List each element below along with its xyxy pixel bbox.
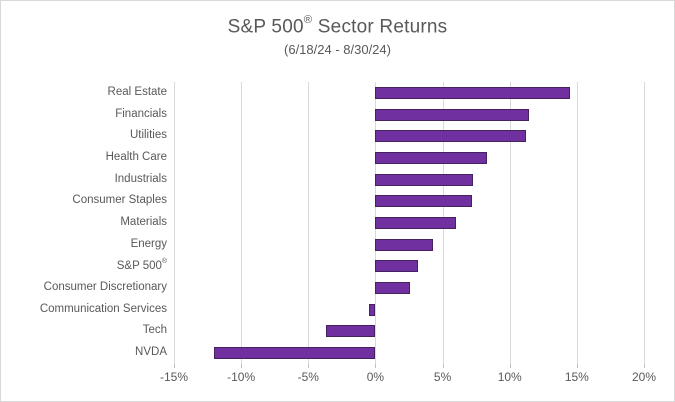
gridline <box>644 82 645 364</box>
x-tick-label: 15% <box>564 370 589 384</box>
gridline <box>509 82 511 364</box>
category-label: Financials <box>115 107 167 120</box>
axis-tick <box>644 364 645 368</box>
category-label: Industrials <box>114 172 167 185</box>
axis-tick <box>241 364 243 368</box>
axis-tick <box>442 364 444 368</box>
category-label: Tech <box>142 324 167 337</box>
category-label: Communication Services <box>39 302 167 315</box>
bar-s-p-500 <box>375 260 419 273</box>
bar-energy <box>375 238 434 251</box>
bar-communication-services <box>368 303 376 316</box>
axis-tick <box>576 364 578 368</box>
x-tick-label: -5% <box>297 370 319 384</box>
x-tick-label: 5% <box>433 370 452 384</box>
category-label: Utilities <box>129 129 167 142</box>
axis-tick <box>174 364 175 368</box>
axis-tick <box>375 364 377 368</box>
bar-utilities <box>375 130 526 143</box>
chart-subtitle: (6/18/24 - 8/30/24) <box>284 42 391 57</box>
gridline <box>576 82 578 364</box>
plot-area <box>174 82 645 368</box>
bar-real-estate <box>375 86 571 99</box>
bar-nvda <box>214 347 376 360</box>
category-label: Materials <box>120 216 167 228</box>
gridline <box>308 82 310 364</box>
category-label: Consumer Discretionary <box>43 281 167 294</box>
bar-financials <box>375 108 529 121</box>
category-label: S&P 500® <box>116 258 167 273</box>
x-tick-label: 10% <box>497 370 522 384</box>
axis-tick <box>308 364 310 368</box>
category-label: Real Estate <box>107 85 167 98</box>
category-label: Consumer Staples <box>72 194 167 207</box>
x-tick-label: -15% <box>159 370 189 384</box>
category-label: Health Care <box>105 150 167 163</box>
bar-health-care <box>375 151 487 164</box>
chart-title: S&P 500® Sector Returns <box>227 14 448 38</box>
bar-consumer-discretionary <box>375 282 411 295</box>
gridline <box>241 82 243 364</box>
bar-tech <box>325 325 376 338</box>
x-tick-label: 20% <box>631 370 657 384</box>
bar-consumer-staples <box>375 195 473 208</box>
axis-tick <box>509 364 511 368</box>
gridline <box>174 82 175 364</box>
category-label: NVDA <box>135 346 167 359</box>
bar-materials <box>375 217 456 229</box>
value-axis: -15% -10% -5% 0% 5% 10% 15% 20% <box>1 370 674 386</box>
x-tick-label: -10% <box>227 370 256 384</box>
x-tick-label: 0% <box>366 370 385 384</box>
bar-industrials <box>375 173 474 186</box>
category-label: Energy <box>130 237 167 250</box>
